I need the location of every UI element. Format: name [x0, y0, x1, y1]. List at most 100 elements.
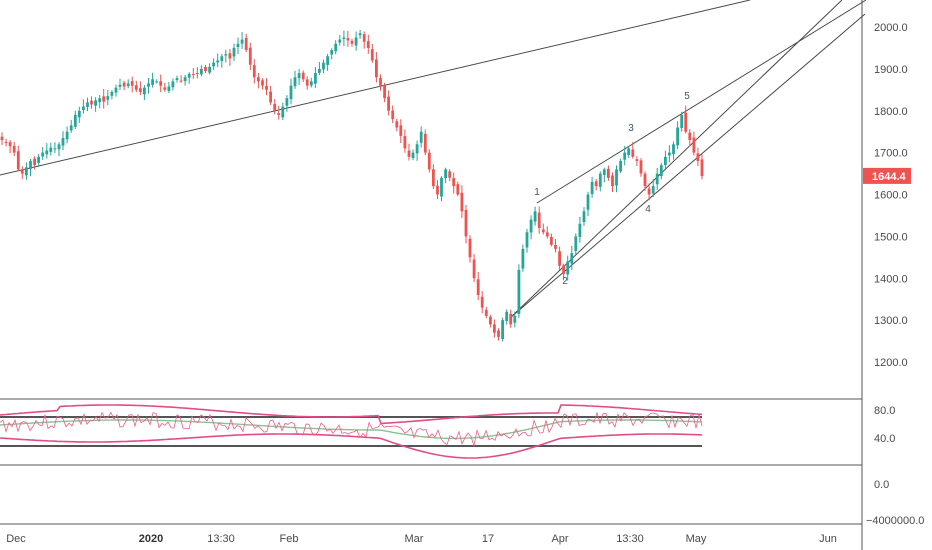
time-tick-9: Jun — [819, 533, 837, 545]
candle-body-81 — [330, 50, 334, 55]
middle-band — [0, 419, 703, 440]
candle-body-79 — [322, 62, 325, 70]
candle-body-113 — [460, 192, 464, 212]
trendline-1 — [0, 0, 751, 176]
candle-body-164 — [668, 152, 671, 156]
candle-body-39 — [159, 81, 163, 86]
candle-body-144 — [586, 194, 590, 210]
candle-body-168 — [684, 112, 688, 132]
candle-body-64 — [261, 80, 264, 86]
candle-body-72 — [293, 77, 297, 87]
candle-body-84 — [342, 37, 346, 39]
candle-body-4 — [16, 151, 20, 170]
candle-body-124 — [505, 311, 509, 321]
time-tick-0: Dec — [6, 533, 26, 545]
candle-body-20 — [82, 106, 85, 110]
candle-body-34 — [139, 88, 142, 92]
candle-body-56 — [228, 53, 232, 59]
trendline-drawings[interactable] — [0, 0, 867, 319]
candle-body-95 — [387, 96, 390, 111]
candle-body-14 — [57, 144, 61, 150]
candle-body-22 — [90, 100, 93, 105]
candle-body-148 — [602, 169, 606, 175]
candle-body-65 — [265, 85, 268, 90]
wave-label-5: 5 — [684, 91, 690, 102]
candle-body-5 — [20, 169, 24, 174]
candle-body-19 — [77, 110, 81, 118]
candle-body-170 — [692, 137, 696, 153]
candle-body-159 — [647, 188, 651, 195]
candle-body-21 — [86, 102, 89, 107]
candle-body-77 — [314, 73, 317, 84]
candle-body-1 — [4, 142, 8, 143]
candle-body-0 — [0, 136, 4, 140]
candle-body-97 — [395, 121, 399, 128]
candle-body-88 — [358, 33, 362, 36]
candle-body-109 — [444, 169, 447, 178]
lower-band — [0, 433, 703, 459]
volume-tick-0: 0.0 — [874, 479, 889, 491]
candle-body-157 — [639, 160, 643, 174]
price-tick-1900.0: 1900.0 — [874, 64, 908, 76]
candle-body-111 — [452, 178, 456, 187]
candle-body-30 — [122, 82, 126, 87]
trendline-4 — [536, 0, 867, 204]
candle-body-68 — [277, 113, 281, 115]
candle-body-43 — [175, 78, 179, 80]
price-tick-1200.0: 1200.0 — [874, 357, 908, 369]
indicator-axis-labels: 80.0 40.0 — [874, 405, 895, 445]
wave-label-1: 1 — [534, 187, 540, 198]
rsi-line — [0, 411, 703, 448]
rsi-indicator-pane — [0, 404, 703, 459]
price-tick-1500.0: 1500.0 — [874, 231, 908, 243]
time-tick-3: Feb — [280, 533, 299, 545]
candle-body-122 — [497, 330, 500, 337]
candle-body-112 — [456, 184, 460, 195]
candle-body-118 — [480, 296, 484, 308]
candle-body-134 — [545, 232, 549, 237]
candle-body-85 — [346, 38, 350, 41]
candle-body-92 — [375, 59, 378, 78]
candle-body-158 — [643, 173, 647, 187]
candle-body-38 — [155, 81, 159, 83]
candle-body-15 — [61, 138, 65, 146]
candle-body-78 — [318, 68, 321, 73]
candle-body-47 — [191, 74, 195, 76]
candle-body-93 — [379, 78, 382, 86]
candle-body-140 — [570, 253, 574, 264]
candle-body-2 — [8, 142, 12, 147]
candle-body-63 — [257, 77, 260, 82]
candle-body-114 — [464, 210, 468, 237]
candle-body-121 — [493, 324, 496, 333]
candle-body-101 — [411, 152, 415, 159]
candle-body-125 — [509, 313, 513, 325]
candle-body-161 — [655, 173, 659, 185]
candle-body-165 — [672, 144, 675, 154]
candle-body-115 — [468, 238, 472, 258]
candle-body-62 — [252, 65, 256, 78]
candle-body-102 — [415, 144, 419, 154]
candle-body-105 — [427, 152, 431, 170]
candle-body-40 — [163, 87, 167, 90]
candle-body-10 — [41, 152, 45, 157]
candle-body-61 — [248, 47, 252, 65]
time-tick-8: May — [686, 533, 707, 545]
candle-body-100 — [407, 150, 411, 157]
candle-body-3 — [12, 145, 16, 153]
time-axis-labels: Dec 2020 13:30 Feb Mar 17 Apr 13:30 May Jun — [6, 533, 837, 545]
candle-body-150 — [611, 175, 614, 187]
candle-body-132 — [537, 212, 541, 228]
indicator-tick-40.0: 40.0 — [874, 433, 895, 445]
candle-body-82 — [334, 43, 338, 52]
candle-body-110 — [448, 171, 452, 178]
candle-body-90 — [366, 41, 370, 48]
candle-body-73 — [297, 73, 301, 79]
candle-body-138 — [562, 265, 565, 274]
candle-body-59 — [240, 39, 244, 44]
candle-body-126 — [513, 315, 517, 323]
candle-body-166 — [676, 127, 679, 146]
candle-body-7 — [29, 161, 32, 169]
candle-body-147 — [598, 173, 602, 187]
price-tick-1800.0: 1800.0 — [874, 106, 908, 118]
